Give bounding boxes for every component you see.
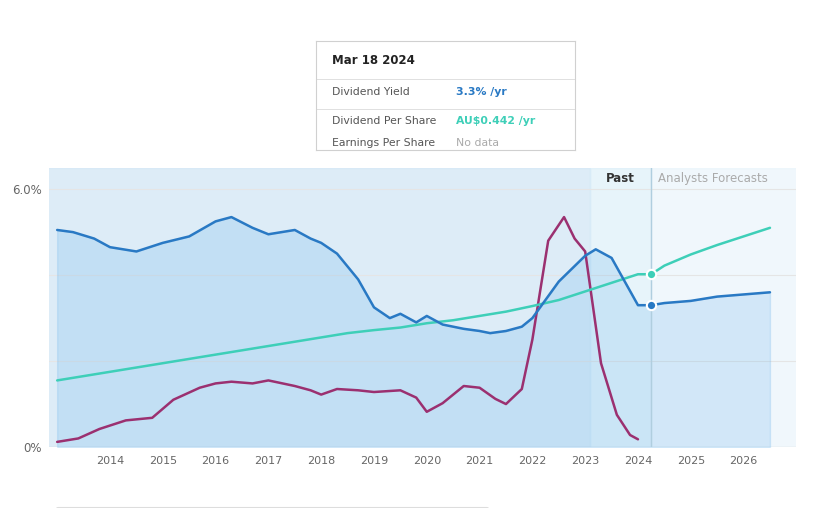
Text: 3.3% /yr: 3.3% /yr [456,87,507,97]
Bar [590,168,651,447]
Text: Mar 18 2024: Mar 18 2024 [332,54,415,67]
Text: Earnings Per Share: Earnings Per Share [332,138,435,148]
Text: Analysts Forecasts: Analysts Forecasts [658,172,768,185]
Text: AU$0.442 /yr: AU$0.442 /yr [456,116,535,126]
Text: Dividend Per Share: Dividend Per Share [332,116,436,126]
Point [644,301,658,309]
Point [644,270,658,278]
Text: No data: No data [456,138,498,148]
Bar [651,168,821,447]
Text: Dividend Yield: Dividend Yield [332,87,410,97]
Text: Past: Past [607,172,635,185]
Bar [47,168,590,447]
Legend: Dividend Yield, Dividend Per Share, Earnings Per Share: Dividend Yield, Dividend Per Share, Earn… [55,507,488,508]
